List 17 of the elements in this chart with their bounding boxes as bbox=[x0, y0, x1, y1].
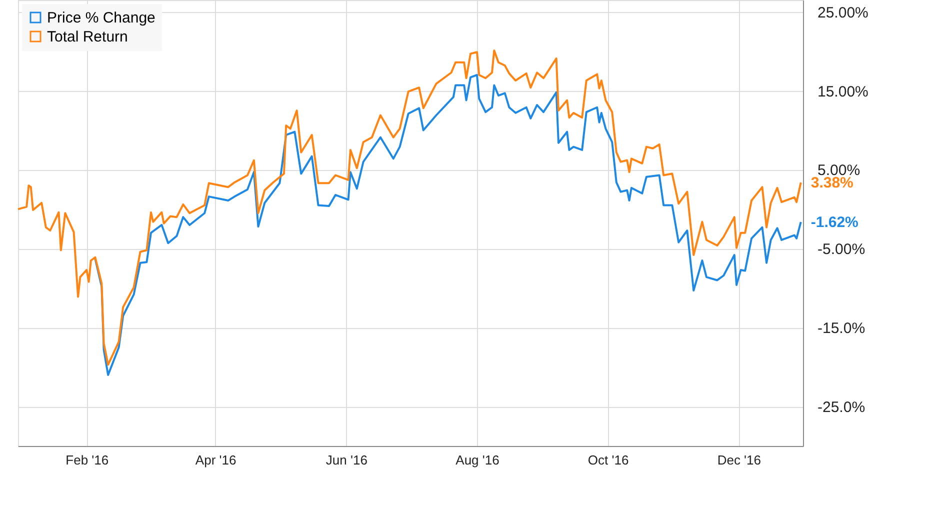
annotation: 3.38% bbox=[810, 174, 854, 192]
y-tick-label: 25.00% bbox=[818, 4, 868, 22]
x-tick-label: Aug '16 bbox=[456, 452, 500, 468]
y-tick-label: -25.0% bbox=[818, 399, 866, 416]
legend-label: Price % Change bbox=[47, 10, 156, 26]
line-series bbox=[17, 50, 802, 366]
x-tick-label: Apr '16 bbox=[195, 452, 236, 468]
annotation: -1.62% bbox=[810, 214, 858, 231]
legend-label: Total Return bbox=[47, 28, 128, 46]
x-tick-label: Jun '16 bbox=[326, 452, 368, 468]
x-tick-label: Oct '16 bbox=[588, 452, 629, 468]
x-tick-label: Dec '16 bbox=[717, 452, 761, 468]
x-tick-label: Feb '16 bbox=[66, 452, 109, 468]
y-tick-label: -5.00% bbox=[818, 241, 866, 258]
y-tick-label: -15.0% bbox=[818, 320, 866, 338]
y-tick-label: 15.00% bbox=[818, 83, 868, 100]
line-series bbox=[94, 74, 802, 376]
